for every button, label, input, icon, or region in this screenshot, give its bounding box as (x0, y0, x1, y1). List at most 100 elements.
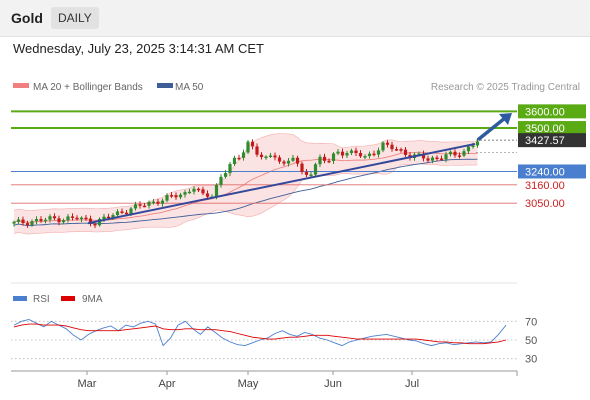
candle-body (273, 155, 277, 158)
candle-body (399, 149, 403, 151)
candle-body (345, 153, 349, 156)
candle-body (147, 202, 151, 206)
candle-body (327, 160, 331, 163)
current-price-label: 3427.57 (525, 135, 565, 147)
candle-body (367, 153, 372, 157)
bollinger-legend-swatch (13, 83, 29, 88)
candle-body (84, 217, 88, 220)
candle-body (201, 189, 205, 194)
candle-body (93, 223, 97, 226)
candle-body (268, 155, 273, 157)
candle-body (421, 153, 426, 159)
level-label-3050.00: 3050.00 (525, 198, 565, 210)
candle-body (25, 223, 30, 226)
candle-body (223, 173, 228, 177)
candle-body (358, 152, 363, 157)
candle-body (390, 144, 394, 150)
candle-body (228, 164, 232, 174)
candle-body (381, 142, 385, 151)
candle-body (30, 221, 34, 226)
rsi-tick-label-50: 50 (525, 335, 537, 347)
candle-body (52, 216, 57, 219)
candle-body (394, 149, 399, 151)
candle-body (457, 155, 462, 157)
candle-body (241, 152, 246, 158)
candle-body (138, 204, 142, 206)
candle-body (313, 164, 318, 175)
candle-body (120, 211, 124, 213)
candle-body (448, 151, 453, 155)
rsi-legend: RSI 9MA (13, 294, 103, 305)
rsi-ma-legend-swatch (61, 296, 75, 301)
candle-body (183, 192, 187, 195)
candle-body (214, 184, 219, 197)
target-arrow-shaft (476, 116, 507, 142)
candle-body (417, 153, 421, 156)
rsi-line (13, 319, 507, 347)
candle-body (151, 201, 156, 204)
level-tag-3500.00 (518, 121, 586, 136)
candle-body (129, 208, 133, 214)
candle-body (331, 153, 336, 162)
candle-body (21, 219, 25, 224)
candle-body (70, 216, 75, 218)
candle-body (142, 205, 147, 208)
rsi-tick-label-70: 70 (525, 316, 537, 328)
candle-body (97, 219, 102, 226)
candle-body (462, 151, 466, 156)
candle-body (106, 216, 111, 219)
candle-body (174, 195, 178, 198)
candle-body (39, 219, 43, 221)
ma50-legend-label: MA 50 (175, 82, 204, 93)
candle-body (61, 220, 66, 223)
candle-body (178, 194, 183, 198)
x-axis: Mar Apr May Jun Jul (78, 371, 419, 390)
price-layer: 3600.00 3500.00 3240.00 3160.00 3050.00 3427.… (11, 104, 586, 235)
candle-body (156, 201, 160, 204)
rsi-ma-line (13, 323, 507, 345)
candle-body (376, 150, 381, 155)
x-label-Apr: Apr (158, 378, 175, 390)
candle-body (205, 193, 210, 197)
candle-body (439, 158, 444, 160)
rsi-tick-label-30: 30 (525, 354, 537, 366)
x-label-Jul: Jul (405, 378, 419, 390)
candle-body (165, 195, 169, 201)
bollinger-upper-line (13, 133, 478, 212)
candle-body (403, 149, 408, 155)
candle-body (192, 188, 196, 192)
candle-body (250, 141, 255, 147)
candle-body (232, 157, 237, 165)
candle-body (196, 188, 201, 191)
x-label-Mar: Mar (78, 378, 97, 390)
ma50-legend-swatch (157, 83, 173, 88)
candle-body (318, 156, 322, 165)
candle-body (430, 157, 435, 161)
candle-body (277, 157, 282, 162)
instrument-name: Gold (11, 10, 43, 26)
timeframe-selector[interactable]: DAILY (51, 7, 99, 29)
candle-body (322, 156, 327, 161)
candle-body (300, 163, 304, 173)
candle-body (372, 153, 376, 156)
level-label-3240.00: 3240.00 (525, 166, 565, 178)
level-label-3500.00: 3500.00 (525, 123, 565, 135)
candle-body (435, 157, 439, 160)
candle-body (102, 216, 106, 220)
level-label-3600.00: 3600.00 (525, 106, 565, 118)
rsi-layer: 70 50 30 (11, 316, 537, 366)
bollinger-lower-line (13, 163, 478, 235)
candle-body (336, 151, 340, 154)
header-bar: Gold DAILY (0, 0, 590, 37)
candle-body (466, 146, 471, 152)
candle-body (259, 154, 264, 158)
rsi-ma-legend-label: 9MA (82, 294, 103, 305)
candle-body (187, 191, 192, 194)
rsi-legend-label: RSI (33, 294, 50, 305)
candle-body (340, 151, 345, 156)
candle-body (309, 174, 313, 177)
candle-body (426, 158, 430, 161)
candle-body (444, 154, 448, 160)
price-legend: MA 20 + Bollinger Bands MA 50 (13, 82, 204, 93)
